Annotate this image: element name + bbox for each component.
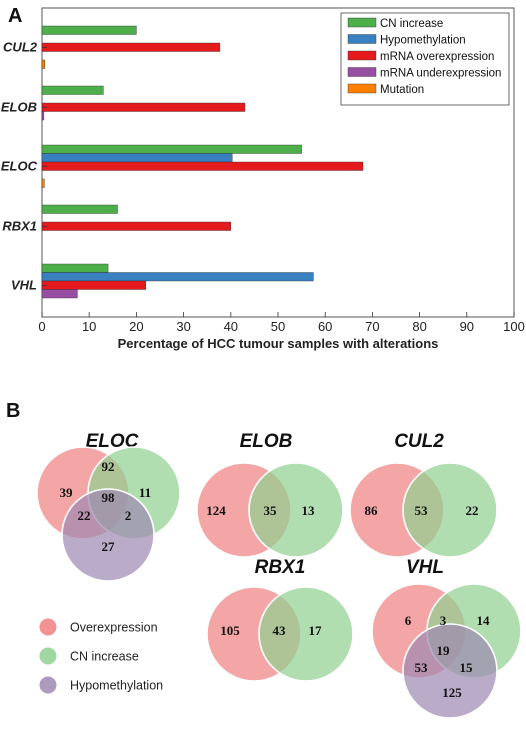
- bar-rbx1-cn-increase: [41, 204, 118, 214]
- legend-label: Mutation: [380, 84, 424, 96]
- venn-legend: Overexpression CN increase Hypomethylation: [38, 617, 163, 695]
- venn-rbx1: RBX1 105 43 17: [206, 557, 354, 682]
- legend-swatch: [347, 50, 377, 61]
- legend-label: mRNA overexpression: [380, 51, 494, 63]
- venn-count-cn-only: 22: [466, 503, 479, 518]
- panel-a-letter: A: [8, 5, 22, 27]
- venn-legend-label: Hypomethylation: [70, 679, 163, 693]
- x-tick-label: 30: [176, 319, 190, 334]
- venn-circle-cn: [402, 462, 498, 558]
- venn-count-over-cn: 53: [415, 503, 429, 518]
- bar-elob-cn-increase: [41, 85, 104, 95]
- y-tick-label-elob: ELOB: [1, 99, 37, 114]
- venn-circle-cn: [248, 462, 344, 558]
- legend-swatch: [347, 83, 377, 94]
- legend-label: mRNA underexpression: [380, 68, 501, 80]
- venn-legend-label: Overexpression: [70, 621, 158, 635]
- venn-count-over-cn: 35: [264, 503, 278, 518]
- x-tick-label: 0: [38, 319, 45, 334]
- bar-eloc-hypomethylation: [41, 153, 233, 163]
- venn-legend-label: CN increase: [70, 650, 139, 664]
- venn-count-cn-only: 13: [302, 503, 316, 518]
- venn-count-over-hypo: 53: [415, 660, 429, 675]
- venn-count-over-only: 86: [365, 503, 379, 518]
- bar-eloc-cn-increase: [41, 144, 302, 154]
- legend-label: Hypomethylation: [380, 35, 466, 47]
- panel-b-letter: B: [6, 400, 20, 422]
- bar-eloc-mutation: [41, 178, 45, 188]
- x-tick-label: 80: [412, 319, 426, 334]
- venn-count-over-only: 105: [220, 623, 240, 638]
- venn-legend-swatch: [38, 646, 58, 666]
- bar-rbx1-mrna-overexpression: [41, 221, 232, 231]
- x-axis-label: Percentage of HCC tumour samples with al…: [118, 336, 439, 351]
- chart-legend: CN increase Hypomethylation mRNA overexpre…: [340, 12, 510, 106]
- x-tick-label: 70: [365, 319, 379, 334]
- bar-cul2-cn-increase: [41, 25, 137, 35]
- y-tick-label-cul2: CUL2: [3, 39, 38, 54]
- bar-eloc-mrna-overexpression: [41, 161, 364, 171]
- venn-cul2: CUL2 86 53 22: [349, 431, 498, 558]
- venn-count-cn-hypo: 15: [460, 660, 474, 675]
- bar-cul2-mrna-overexpression: [41, 42, 221, 52]
- bar-series-group: [41, 25, 364, 299]
- venn-legend-swatch: [38, 675, 58, 695]
- venn-count-cn-hypo: 2: [125, 508, 132, 523]
- venn-legend-swatch: [38, 617, 58, 637]
- venn-title-elob: ELOB: [240, 431, 293, 452]
- venn-title-vhl: VHL: [406, 557, 444, 578]
- x-axis-ticks: 0 10 20 30 40 50 60 70 80 90 100: [38, 312, 525, 334]
- bar-elob-mrna-underexpression: [41, 111, 45, 121]
- venn-title-rbx1: RBX1: [255, 557, 306, 578]
- y-tick-label-eloc: ELOC: [1, 158, 38, 173]
- venn-count-over-cn: 43: [273, 623, 287, 638]
- venn-count-over-cn: 92: [102, 459, 115, 474]
- bar-cul2-mutation: [41, 59, 46, 69]
- venn-count-all-three: 98: [102, 490, 116, 505]
- bar-vhl-cn-increase: [41, 263, 109, 273]
- legend-items: CN increase Hypomethylation mRNA overexpre…: [347, 17, 501, 96]
- venn-count-over-cn: 3: [440, 613, 447, 628]
- venn-count-over-only: 39: [60, 485, 74, 500]
- y-axis-ticks: CUL2 ELOB ELOC RBX1 VHL: [1, 39, 47, 292]
- y-tick-label-vhl: VHL: [11, 277, 37, 292]
- legend-swatch: [347, 17, 377, 28]
- venn-count-hypo-only: 125: [442, 685, 462, 700]
- venn-count-hypo-only: 27: [102, 539, 116, 554]
- venn-count-cn-only: 17: [309, 623, 323, 638]
- venn-count-cn-only: 14: [477, 613, 491, 628]
- x-tick-label: 40: [224, 319, 238, 334]
- bar-vhl-mrna-underexpression: [41, 289, 78, 299]
- venn-count-over-only: 6: [405, 613, 412, 628]
- legend-swatch: [347, 34, 377, 44]
- venn-circle-hypo: [61, 488, 155, 582]
- x-tick-label: 50: [271, 319, 285, 334]
- bar-vhl-mrna-overexpression: [41, 280, 147, 290]
- venn-count-cn-only: 11: [139, 485, 151, 500]
- x-tick-label: 20: [129, 319, 143, 334]
- venn-vhl: VHL 6 3 14 19 53 15 125: [371, 557, 522, 719]
- legend-swatch: [347, 67, 377, 77]
- y-tick-label-rbx1: RBX1: [2, 218, 37, 233]
- venn-count-over-hypo: 22: [78, 508, 91, 523]
- venn-elob: ELOB 124 35 13: [196, 431, 344, 558]
- x-tick-label: 60: [318, 319, 332, 334]
- bar-elob-mrna-overexpression: [41, 102, 246, 112]
- venn-circle-cn: [258, 586, 354, 682]
- venn-count-all-three: 19: [437, 643, 451, 658]
- x-tick-label: 10: [82, 319, 96, 334]
- x-tick-label: 100: [503, 319, 525, 334]
- bar-chart: CUL2 ELOB ELOC RBX1 VHL 0 10 20 30 40 50 60 70 80 90 1…: [1, 7, 525, 351]
- bar-vhl-hypomethylation: [41, 272, 314, 282]
- venn-count-over-only: 124: [206, 503, 226, 518]
- venn-title-cul2: CUL2: [394, 431, 444, 452]
- x-tick-label: 90: [460, 319, 474, 334]
- legend-label: CN increase: [380, 18, 443, 30]
- venn-circle-hypo: [402, 623, 498, 719]
- venn-title-eloc: ELOC: [86, 431, 139, 452]
